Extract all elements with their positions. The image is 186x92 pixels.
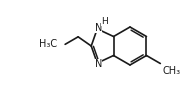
Text: CH₃: CH₃ [162,66,180,76]
Text: H: H [101,17,108,26]
Text: N: N [94,23,102,33]
Text: N: N [94,59,102,69]
Text: H₃C: H₃C [39,39,57,49]
